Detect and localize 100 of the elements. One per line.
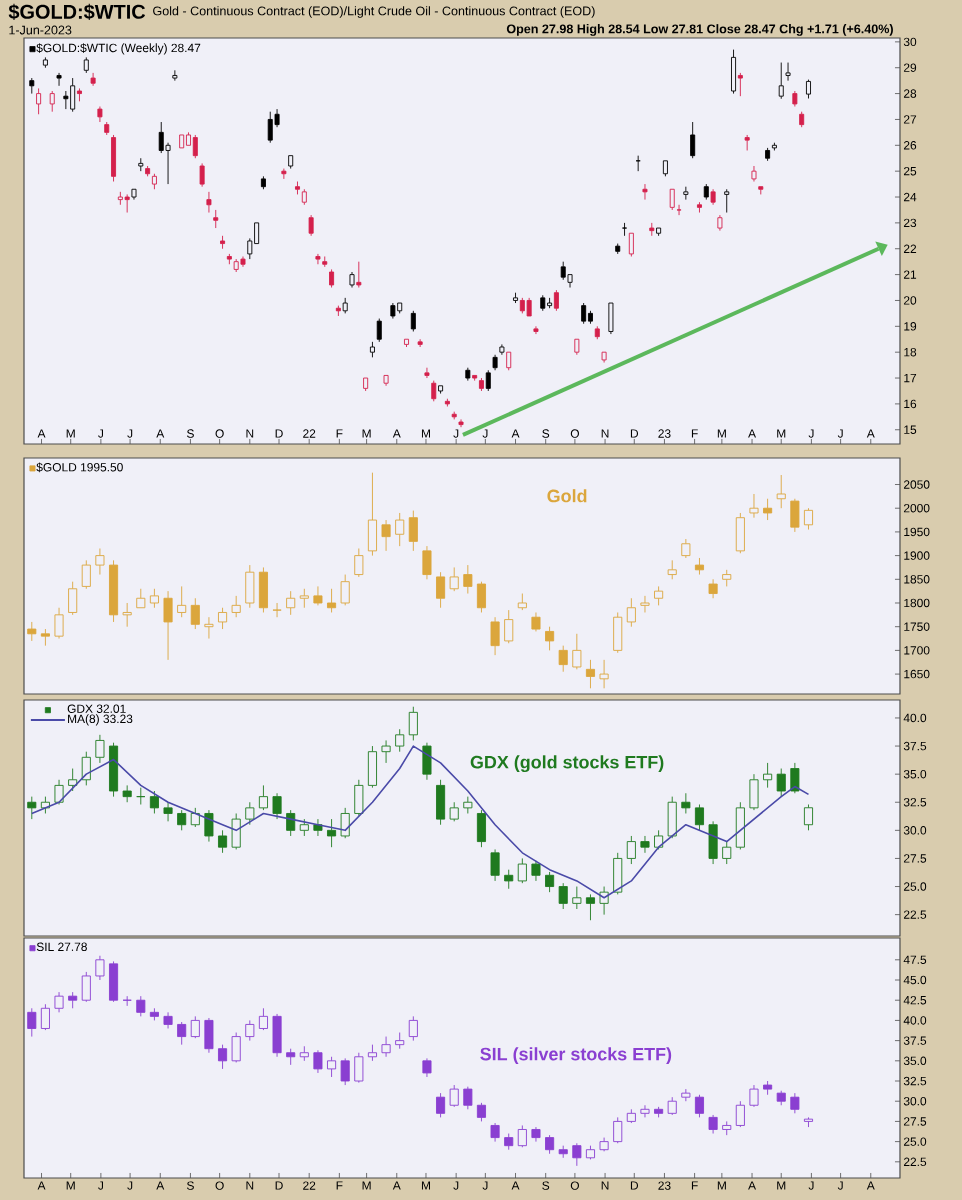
candlestick bbox=[122, 602, 132, 628]
candlestick bbox=[531, 612, 541, 632]
candlestick bbox=[313, 1049, 323, 1074]
candlestick bbox=[158, 121, 164, 154]
candlestick bbox=[218, 607, 228, 630]
candlestick bbox=[233, 258, 239, 273]
candlestick bbox=[81, 751, 91, 786]
candlestick bbox=[790, 498, 800, 533]
candlestick bbox=[213, 209, 219, 229]
candlestick bbox=[327, 818, 337, 848]
candlestick bbox=[703, 183, 709, 201]
candlestick bbox=[696, 201, 702, 213]
candlestick bbox=[90, 72, 96, 87]
candlestick bbox=[204, 616, 214, 639]
candlestick bbox=[640, 1104, 650, 1118]
candlestick bbox=[724, 188, 730, 213]
candlestick bbox=[272, 1013, 282, 1058]
candlestick bbox=[585, 659, 596, 689]
candlestick bbox=[599, 659, 609, 689]
candlestick bbox=[272, 602, 282, 618]
candlestick bbox=[190, 597, 200, 630]
candlestick bbox=[490, 849, 500, 882]
candlestick bbox=[408, 706, 418, 741]
candlestick bbox=[301, 188, 307, 206]
candlestick bbox=[694, 557, 705, 576]
candlestick bbox=[54, 779, 64, 805]
candlestick bbox=[190, 1015, 200, 1039]
candlestick bbox=[349, 271, 355, 288]
candlestick bbox=[356, 261, 362, 288]
candlestick bbox=[504, 869, 514, 890]
annotation: SIL (silver stocks ETF) bbox=[480, 1047, 672, 1064]
candlestick bbox=[395, 728, 405, 753]
candlestick bbox=[490, 1122, 500, 1143]
candlestick bbox=[367, 745, 377, 789]
candlestick bbox=[322, 256, 328, 268]
candlestick bbox=[722, 1120, 732, 1136]
candlestick bbox=[172, 69, 178, 82]
candlestick bbox=[790, 762, 800, 794]
candlestick bbox=[540, 294, 546, 312]
candlestick bbox=[640, 595, 650, 613]
candlestick bbox=[531, 1126, 541, 1143]
candlestick bbox=[708, 578, 718, 599]
candlestick bbox=[613, 1116, 623, 1144]
candlestick bbox=[465, 367, 471, 382]
candlestick bbox=[585, 893, 596, 921]
candlestick bbox=[40, 628, 50, 647]
candlestick bbox=[56, 72, 62, 87]
candlestick bbox=[177, 585, 187, 618]
candlestick bbox=[667, 1096, 677, 1116]
candlestick bbox=[492, 354, 498, 371]
annotation: Gold bbox=[547, 489, 587, 503]
candlestick bbox=[749, 1084, 759, 1108]
candlestick bbox=[260, 175, 266, 190]
candlestick bbox=[63, 90, 69, 110]
candlestick bbox=[751, 165, 757, 182]
candlestick bbox=[381, 1036, 391, 1058]
candlestick bbox=[422, 545, 432, 580]
candlestick bbox=[749, 773, 759, 811]
candlestick bbox=[81, 559, 91, 590]
candlestick bbox=[545, 626, 555, 651]
candlestick bbox=[206, 191, 212, 213]
candlestick bbox=[476, 809, 486, 848]
candlestick bbox=[708, 1114, 718, 1134]
candlestick bbox=[654, 585, 664, 606]
candlestick bbox=[177, 809, 187, 831]
candlestick bbox=[765, 147, 771, 162]
candlestick bbox=[218, 829, 228, 854]
candlestick bbox=[29, 77, 35, 95]
candlestick bbox=[240, 256, 246, 268]
candlestick bbox=[54, 991, 64, 1013]
candlestick bbox=[681, 1088, 691, 1102]
candlestick bbox=[422, 1057, 432, 1078]
candlestick bbox=[27, 796, 37, 820]
candlestick bbox=[572, 1142, 582, 1167]
candlestick bbox=[95, 734, 105, 764]
candlestick bbox=[731, 49, 737, 95]
candlestick bbox=[690, 121, 696, 159]
candlestick bbox=[145, 165, 151, 177]
candlestick bbox=[790, 1092, 800, 1114]
candlestick bbox=[667, 559, 677, 580]
candlestick bbox=[163, 801, 173, 822]
candlestick bbox=[49, 90, 55, 113]
candlestick bbox=[545, 1134, 555, 1155]
candlestick bbox=[27, 1007, 37, 1038]
candlestick bbox=[68, 581, 78, 616]
candlestick bbox=[717, 214, 723, 232]
candlestick bbox=[313, 818, 323, 837]
candlestick bbox=[642, 183, 648, 201]
candlestick bbox=[478, 377, 484, 392]
candlestick bbox=[436, 571, 446, 609]
candlestick bbox=[281, 168, 287, 180]
candlestick bbox=[40, 1003, 50, 1031]
candlestick bbox=[785, 62, 791, 82]
candlestick bbox=[299, 588, 309, 609]
candlestick bbox=[381, 519, 391, 552]
candlestick bbox=[95, 955, 105, 981]
candlestick bbox=[163, 590, 173, 661]
candlestick bbox=[68, 991, 78, 1009]
candlestick bbox=[735, 1100, 745, 1128]
candlestick bbox=[258, 1007, 268, 1031]
